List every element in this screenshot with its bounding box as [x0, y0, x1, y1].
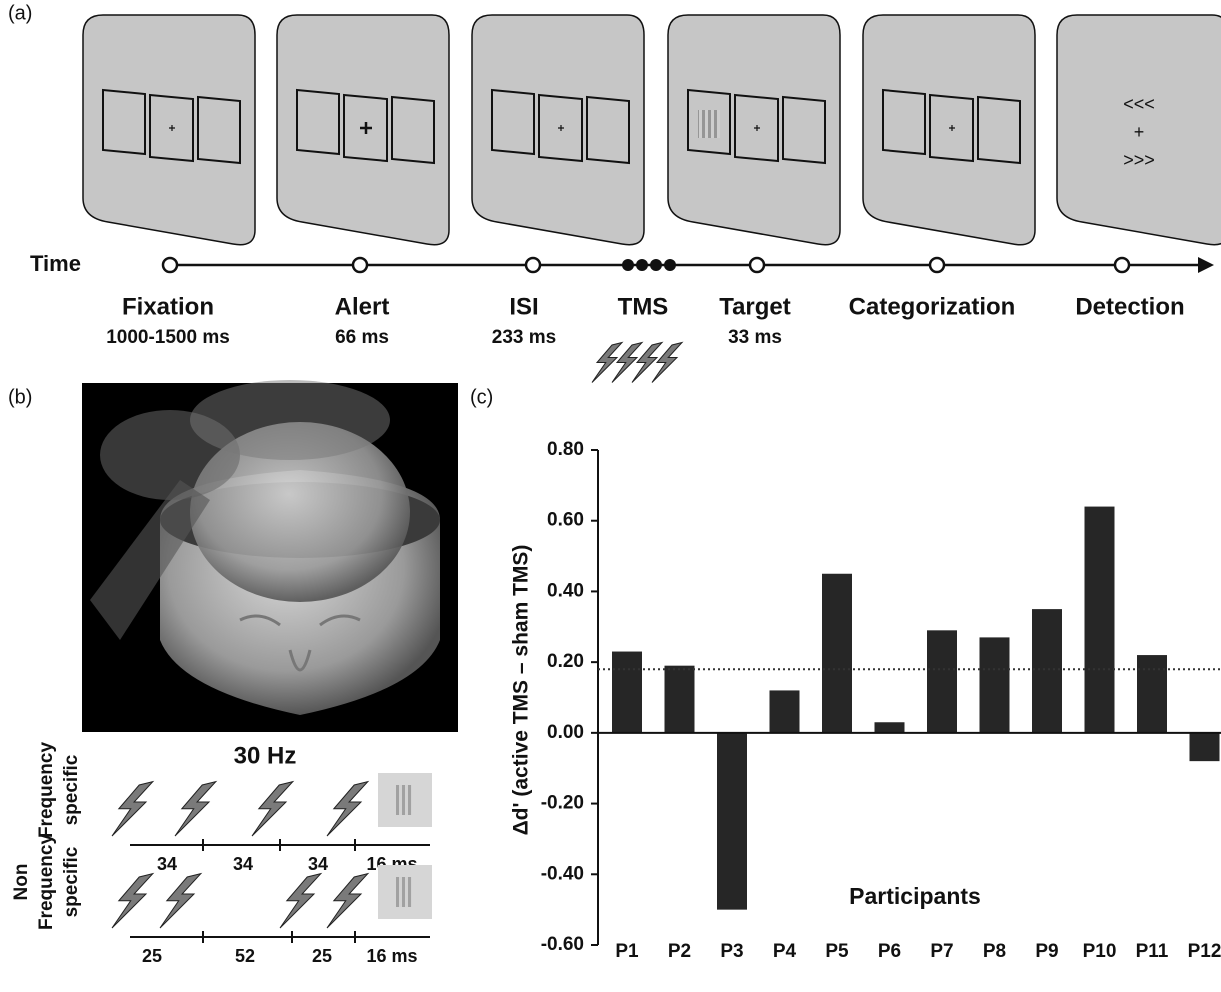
- bar: [927, 630, 957, 733]
- row-label: specific: [61, 754, 82, 825]
- event-duration: 66 ms: [335, 327, 389, 348]
- time-label: Time: [30, 251, 81, 276]
- time-point: [353, 258, 367, 272]
- cue-text: <<<: [1123, 94, 1155, 114]
- interval-label: 52: [235, 946, 255, 966]
- y-tick-label: 0.80: [547, 439, 584, 460]
- tms-point: [636, 259, 648, 271]
- x-tick-label: P6: [878, 941, 901, 962]
- bar: [1032, 609, 1062, 733]
- x-tick-label: P11: [1136, 941, 1169, 962]
- panel-label: (c): [470, 386, 493, 408]
- interval-label: 16 ms: [366, 946, 417, 966]
- x-tick-label: P4: [773, 941, 797, 962]
- screen: [83, 15, 255, 245]
- tms-pulse-icon: [280, 874, 321, 928]
- screen: [277, 15, 449, 245]
- timeline-arrow: [1198, 257, 1214, 273]
- tms-pulse-icon: [327, 874, 368, 928]
- y-tick-label: 0.20: [547, 651, 584, 672]
- bar: [717, 733, 747, 910]
- event-name: TMS: [618, 293, 669, 320]
- screen: [668, 15, 840, 245]
- panel-label: (b): [8, 386, 32, 408]
- event-duration: 1000-1500 ms: [106, 327, 230, 348]
- row-label: Frequency: [36, 834, 57, 931]
- event-name: Target: [719, 293, 791, 320]
- x-tick-label: P3: [720, 941, 743, 962]
- y-tick-label: -0.40: [541, 863, 584, 884]
- event-name: Detection: [1075, 293, 1184, 320]
- event-name: Categorization: [849, 293, 1016, 320]
- tms-pulse-icon: [252, 782, 293, 836]
- bar: [665, 666, 695, 733]
- interval-label: 25: [312, 946, 332, 966]
- y-tick-label: 0.40: [547, 580, 584, 601]
- cue-text: +: [1134, 122, 1145, 142]
- interval-label: 34: [157, 854, 177, 874]
- tms-pulse-icon: [112, 874, 153, 928]
- tms-pulse-icon: [160, 874, 201, 928]
- bar: [1137, 655, 1167, 733]
- rate-label: 30 Hz: [234, 742, 297, 769]
- x-tick-label: P10: [1083, 941, 1117, 962]
- page: {"panel_a": {"label": "(a)", "time_label…: [0, 0, 1221, 992]
- figure: (a) (b) (c) Time 30 Hz <<< + >>> Fixation 10…: [0, 0, 1221, 992]
- bar: [980, 637, 1010, 732]
- event-duration: 33 ms: [728, 327, 782, 348]
- interval-label: 34: [233, 854, 253, 874]
- panel-label: (a): [8, 2, 32, 24]
- x-tick-label: P7: [930, 941, 953, 962]
- row-label: specific: [61, 846, 82, 917]
- x-tick-label: P12: [1188, 941, 1221, 962]
- bar: [875, 722, 905, 733]
- head-model-image: [82, 380, 458, 732]
- tms-point: [622, 259, 634, 271]
- event-duration: 233 ms: [492, 327, 556, 348]
- x-tick-label: P1: [615, 941, 639, 962]
- tms-pulse-icon: [175, 782, 216, 836]
- interval-label: 25: [142, 946, 162, 966]
- bar: [822, 574, 852, 733]
- x-tick-label: P5: [825, 941, 849, 962]
- time-point: [1115, 258, 1129, 272]
- gabor-stripes: [396, 877, 412, 907]
- bar: [770, 690, 800, 732]
- bar: [1085, 507, 1115, 733]
- event-name: Alert: [335, 293, 390, 320]
- gabor-stripes: [396, 785, 412, 815]
- y-tick-label: 0.00: [547, 722, 584, 743]
- time-point: [163, 258, 177, 272]
- tms-point: [664, 259, 676, 271]
- bar: [1190, 733, 1220, 761]
- screen: [472, 15, 644, 245]
- y-tick-label: 0.60: [547, 510, 584, 531]
- tms-pulse-icon: [112, 782, 153, 836]
- x-tick-label: P2: [668, 941, 691, 962]
- time-point: [750, 258, 764, 272]
- x-tick-label: P9: [1035, 941, 1058, 962]
- y-tick-label: -0.60: [541, 934, 584, 955]
- event-name: ISI: [509, 293, 538, 320]
- gabor-target: [698, 110, 720, 138]
- interval-label: 34: [308, 854, 328, 874]
- event-name: Fixation: [122, 293, 214, 320]
- x-tick-label: P8: [983, 941, 1006, 962]
- row-label: Non: [11, 864, 32, 901]
- screen: [863, 15, 1035, 245]
- time-point: [526, 258, 540, 272]
- cue-text: >>>: [1123, 150, 1155, 170]
- time-point: [930, 258, 944, 272]
- bar: [612, 652, 642, 733]
- tms-point: [650, 259, 662, 271]
- y-axis-title: Δd' (active TMS – sham TMS): [510, 545, 533, 836]
- x-axis-title: Participants: [849, 883, 981, 909]
- y-tick-label: -0.20: [541, 793, 584, 814]
- tms-pulse-icon: [327, 782, 368, 836]
- row-label: Frequency: [36, 742, 57, 839]
